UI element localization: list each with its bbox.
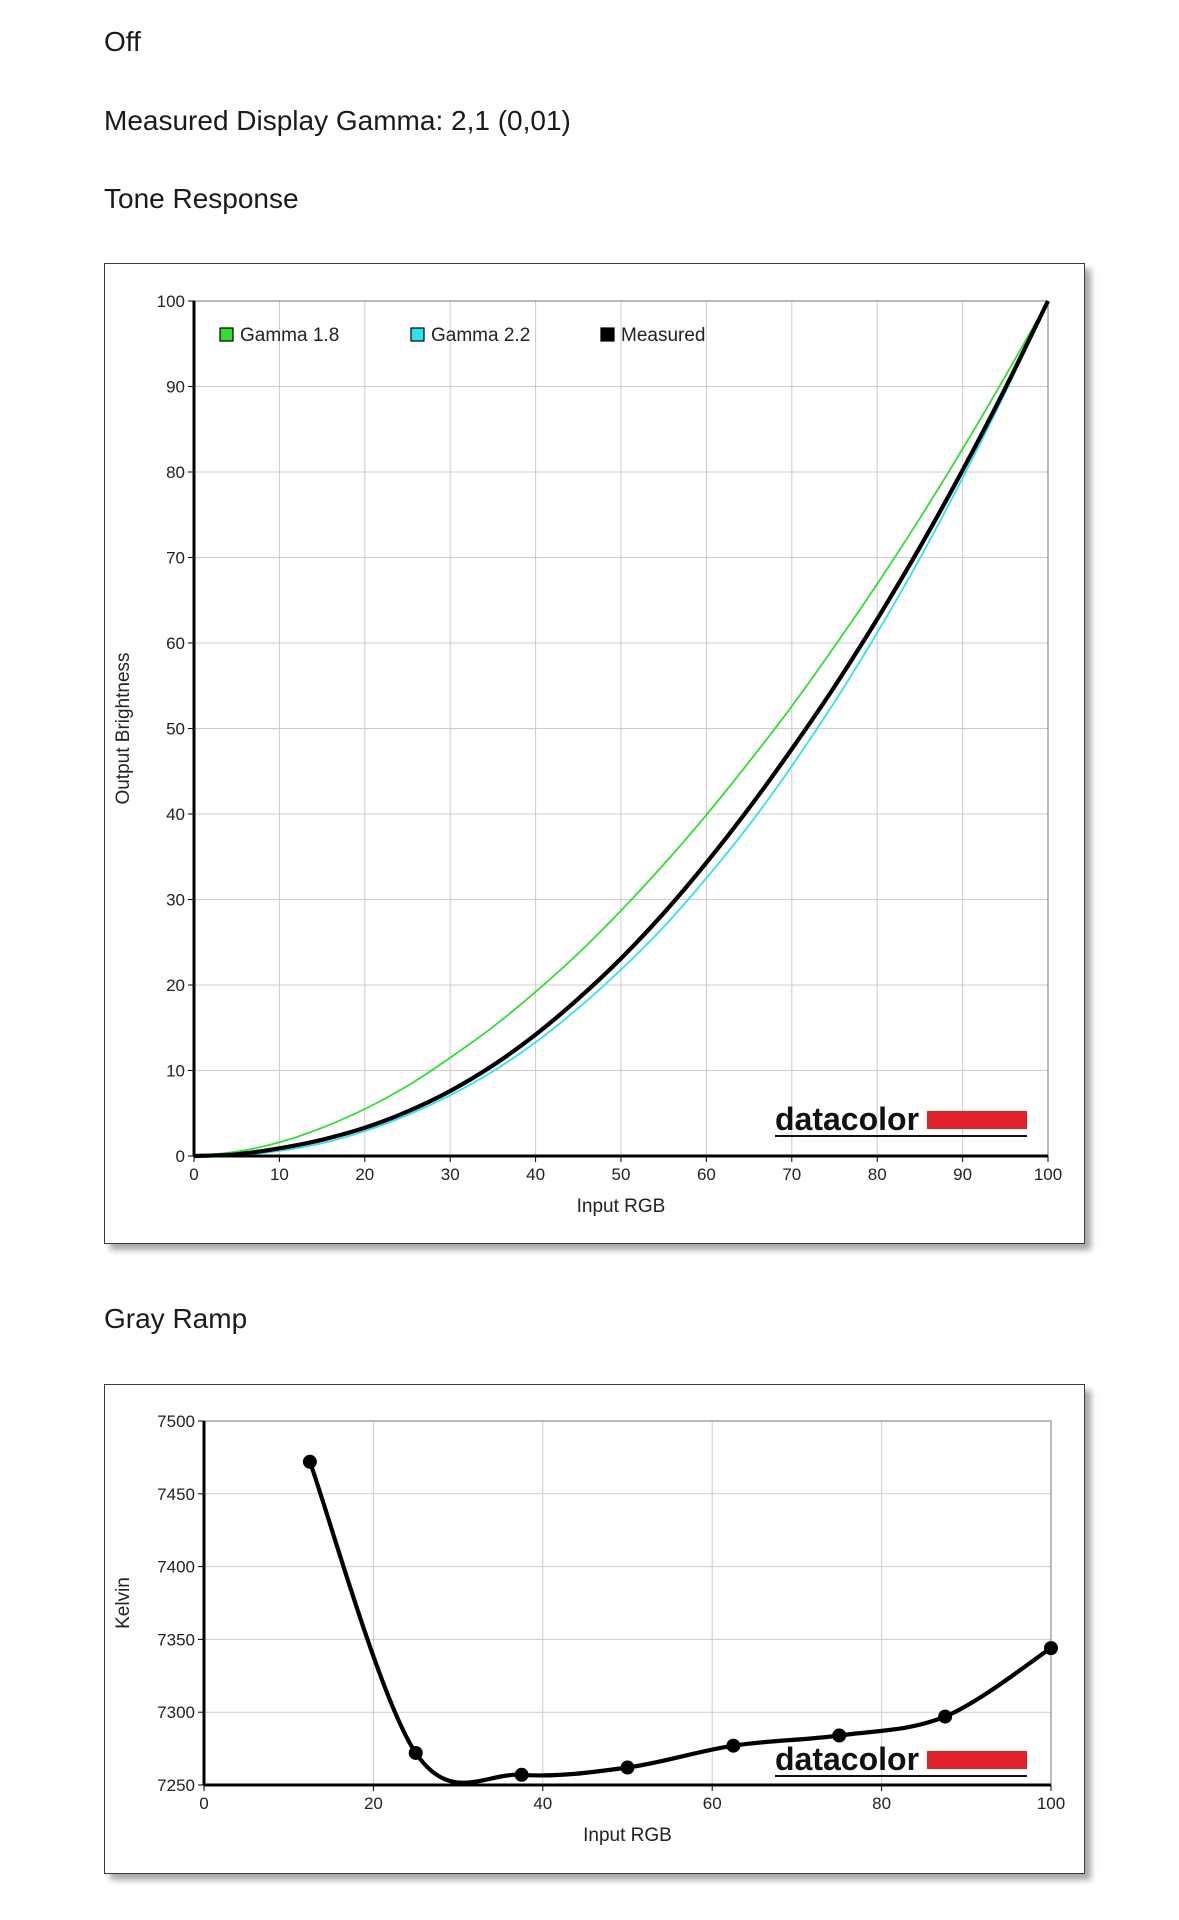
x-axis-label: Input RGB (583, 1825, 672, 1846)
x-tick-label: 20 (364, 1794, 383, 1813)
x-tick-label: 40 (533, 1794, 552, 1813)
x-tick-label: 50 (612, 1165, 631, 1184)
tone-response-panel: 0 10 20 30 40 50 60 70 80 90 100 0 10 20 30 40 50 60 70 80 9… (104, 263, 1085, 1244)
x-tick-label: 70 (782, 1165, 801, 1184)
y-tick-label: 7300 (157, 1703, 195, 1722)
y-tick-label: 7500 (157, 1412, 195, 1431)
x-tick-label: 10 (270, 1165, 289, 1184)
y-tick-label: 7350 (157, 1630, 195, 1649)
legend: Gamma 1.8 Gamma 2.2 Measured (219, 325, 706, 346)
x-tick-label: 90 (953, 1165, 972, 1184)
legend-swatch (600, 327, 615, 342)
y-tick-label: 7250 (157, 1776, 195, 1795)
x-axis-label: Input RGB (577, 1196, 666, 1217)
x-tick-label: 20 (355, 1165, 374, 1184)
gray-ramp-panel: 0 20 40 60 80 100 7250 7300 7350 7400 7450 7500 Inpu… (104, 1384, 1085, 1874)
datacolor-logo: datacolor (775, 1741, 1027, 1777)
data-point (620, 1760, 635, 1775)
y-axis-label: Output Brightness (113, 652, 134, 804)
series-line-gamma-1-8 (193, 300, 1049, 1157)
datacolor-logo-bar (927, 1751, 1027, 1769)
y-tick-label: 80 (166, 463, 185, 482)
x-tick-label: 30 (441, 1165, 460, 1184)
y-tick-label: 0 (176, 1147, 185, 1166)
tone-response-chart: 0 10 20 30 40 50 60 70 80 90 100 0 10 20 30 40 50 60 70 80 9… (113, 292, 1062, 1217)
datacolor-logo-text: datacolor (775, 1101, 919, 1137)
x-tick-label: 60 (703, 1794, 722, 1813)
data-point (938, 1709, 953, 1724)
y-tick-label: 90 (166, 378, 185, 397)
data-point (514, 1767, 529, 1782)
datacolor-logo-bar (927, 1111, 1027, 1129)
y-tick-label: 40 (166, 805, 185, 824)
plot-frame (203, 1420, 1052, 1786)
series-line-measured (193, 300, 1050, 1159)
x-tick-label: 40 (526, 1165, 545, 1184)
x-tick-label: 60 (697, 1165, 716, 1184)
legend-swatch (219, 327, 234, 342)
datacolor-logo-text: datacolor (775, 1741, 919, 1777)
data-point (832, 1728, 847, 1743)
legend-label: Measured (621, 325, 706, 346)
status-text: Off (104, 26, 141, 57)
x-tick-label: 80 (872, 1794, 891, 1813)
gray-ramp-title: Gray Ramp (104, 1303, 248, 1334)
y-tick-label: 70 (166, 549, 185, 568)
x-tick-label: 100 (1037, 1794, 1065, 1813)
y-tick-label: 7400 (157, 1558, 195, 1577)
y-tick-label: 20 (166, 976, 185, 995)
series-line-gamma-2-2 (193, 300, 1049, 1157)
y-tick-label: 60 (166, 634, 185, 653)
data-point (302, 1454, 317, 1469)
legend-label: Gamma 1.8 (240, 325, 339, 346)
y-tick-label: 100 (157, 292, 185, 311)
gray-ramp-chart: 0 20 40 60 80 100 7250 7300 7350 7400 7450 7500 Inpu… (113, 1412, 1065, 1846)
legend-label: Gamma 2.2 (431, 325, 530, 346)
legend-swatch (410, 327, 425, 342)
data-point (726, 1738, 741, 1753)
y-tick-label: 50 (166, 720, 185, 739)
gamma-readout: Measured Display Gamma: 2,1 (0,01) (104, 105, 571, 136)
y-tick-label: 10 (166, 1062, 185, 1081)
x-tick-label: 0 (199, 1794, 208, 1813)
data-point (1044, 1641, 1058, 1656)
tone-response-title: Tone Response (104, 183, 299, 214)
x-tick-label: 80 (868, 1165, 887, 1184)
y-tick-label: 7450 (157, 1485, 195, 1504)
datacolor-logo: datacolor (775, 1101, 1027, 1137)
y-tick-label: 30 (166, 891, 185, 910)
y-axis-label: Kelvin (113, 1577, 134, 1629)
series-line-kelvin (307, 1461, 1053, 1785)
x-tick-label: 0 (189, 1165, 198, 1184)
x-tick-label: 100 (1034, 1165, 1062, 1184)
data-point (408, 1745, 423, 1760)
